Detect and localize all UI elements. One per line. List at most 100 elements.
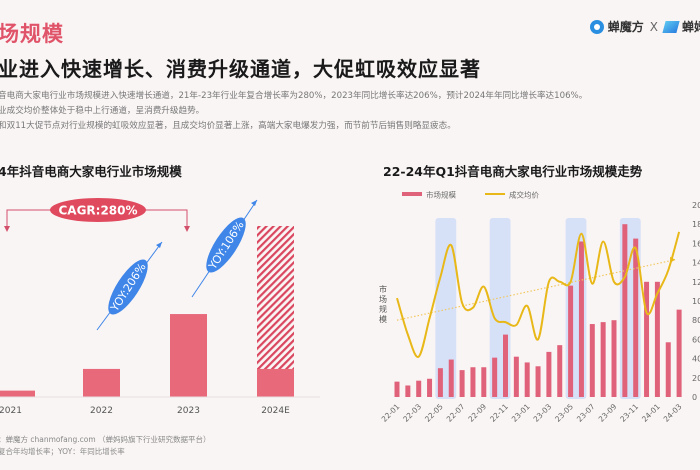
svg-text:YOY:106%: YOY:106%	[206, 219, 247, 273]
y-tick-label: 200	[692, 201, 700, 210]
brand-logos: 蝉魔方 X 蝉妈	[589, 18, 700, 35]
svg-text:CAGR:280%: CAGR:280%	[58, 204, 137, 218]
bar-23-12	[644, 281, 650, 397]
logo-left-text: 蝉魔方	[607, 20, 644, 34]
x-tick-label: 22-09	[466, 402, 488, 424]
bar-22-10	[492, 357, 498, 397]
svg-text:规: 规	[379, 304, 387, 314]
x-tick-label: 22-11	[488, 402, 510, 424]
y-tick-label: 20	[692, 374, 700, 383]
y-tick-label: 0	[692, 393, 697, 402]
bar-23-07	[589, 324, 595, 397]
bar-23-04	[557, 345, 563, 397]
promo-highlight-band	[435, 218, 457, 399]
bullet-2: 业成交均价整体处于稳中上行通道，呈消费升级趋势。	[0, 106, 205, 116]
annual-market-size-chart: 2021 2022 2023 2024E CAGR:280% YOY:206% YOY:10…	[0, 198, 320, 416]
y-tick-label: 180	[692, 220, 700, 229]
monthly-trend-chart: 市场规模 成交均价 0 20 40 60 80 100 120 140 160 180 200 市场规模 2…	[379, 190, 700, 424]
bar-23-06	[578, 241, 584, 397]
x-tick-label: 2023	[177, 406, 200, 416]
bar-22-07	[459, 370, 465, 397]
x-tick-label: 2022	[90, 406, 113, 416]
bar-22-02	[405, 385, 411, 397]
bar-22-05	[437, 368, 443, 397]
bar-24-01	[654, 281, 660, 397]
bar-2021: 2021	[0, 390, 35, 416]
bar-22-09	[481, 367, 487, 397]
x-tick-label: 22-03	[401, 402, 423, 424]
x-tick-label: 23-05	[553, 402, 575, 424]
bar-22-11	[503, 334, 508, 397]
bullet-1: 音电商大家电行业市场规模进入快速增长通道，21年-23年行业年复合增长率为280…	[0, 91, 588, 101]
x-tick-label: 23-03	[532, 402, 554, 424]
bar-2023: 2023	[170, 314, 207, 416]
x-tick-label: 22-07	[445, 402, 467, 424]
bar-23-08	[600, 322, 606, 397]
x-axis: 22-01 22-03 22-05 22-07 22-09 22-11 23-01 23-03…	[380, 402, 684, 424]
x-tick-label: 24-01	[640, 402, 662, 424]
cagr-annotation: CAGR:280%	[4, 198, 190, 232]
x-tick-label: 22-01	[380, 402, 402, 424]
y-tick-label: 100	[692, 297, 700, 306]
footnote: ：蝉魔方 chanmofang.com （蝉妈妈旗下行业研究数据平台） 复合年均…	[0, 434, 211, 458]
chanmofang-logo-icon	[589, 19, 604, 34]
summary-bullets: 音电商大家电行业市场规模进入快速增长通道，21年-23年行业年复合增长率为280…	[0, 89, 587, 134]
logo-right-text: 蝉妈	[681, 20, 700, 34]
logo-separator: X	[649, 19, 658, 34]
y-tick-label: 40	[692, 355, 700, 364]
bar-2022: 2022	[83, 368, 120, 416]
abbr-note: 复合年均增长率；YOY：年同比增长率	[0, 447, 125, 456]
bar-22-04	[427, 378, 433, 397]
y-tick-label: 160	[692, 239, 700, 248]
left-y-axis-label: 市场规模	[379, 284, 387, 324]
bar-22-03	[416, 380, 422, 397]
legend-label-market-size: 市场规模	[426, 190, 456, 200]
chanmama-logo-icon	[662, 20, 680, 33]
bar-22-08	[470, 367, 476, 397]
x-tick-label: 23-11	[618, 402, 640, 424]
legend-bar-swatch	[402, 192, 422, 196]
svg-text:模: 模	[379, 314, 387, 324]
bar-23-03	[546, 351, 552, 397]
x-tick-label: 23-01	[510, 402, 532, 424]
x-tick-label: 23-09	[597, 402, 619, 424]
bar-23-09	[611, 320, 617, 397]
headline: 业进入快速增长、消费升级通道，大促虹吸效应显著	[0, 57, 481, 81]
bullet-3: 和双11大促节点对行业规模的虹吸效应显著，且成交均价显著上涨，高端大家电爆发力强…	[0, 121, 456, 131]
yoy-2024-annotation: YOY:106%	[191, 199, 258, 298]
legend-label-avg-price: 成交均价	[509, 190, 539, 200]
section-title: 场规模	[0, 22, 64, 46]
bar-22-01	[394, 381, 400, 397]
avg-price-line	[396, 231, 681, 358]
market-size-bars	[394, 224, 682, 397]
x-tick-label: 23-07	[575, 402, 597, 424]
bar-24-02	[665, 342, 671, 397]
legend: 市场规模 成交均价	[402, 190, 539, 200]
bar-23-02	[535, 366, 541, 397]
source-note: ：蝉魔方 chanmofang.com （蝉妈妈旗下行业研究数据平台）	[0, 435, 211, 444]
legend-line-swatch	[485, 193, 505, 195]
y-tick-label: 140	[692, 259, 700, 268]
right-chart-title: 22-24年Q1抖音电商大家电行业市场规模走势	[383, 164, 643, 179]
left-chart-title: 4年抖音电商大家电行业市场规模	[0, 164, 182, 179]
bar-23-10	[622, 224, 628, 397]
svg-text:场: 场	[379, 295, 387, 304]
yoy-2023-annotation: YOY:206%	[96, 241, 163, 331]
bar-24-03	[676, 309, 682, 397]
y-tick-label: 120	[692, 278, 700, 287]
svg-text:YOY:206%: YOY:206%	[108, 261, 149, 315]
bar-23-01	[524, 362, 530, 397]
bar-22-12	[513, 356, 519, 397]
x-tick-label: 24-03	[662, 402, 684, 424]
bar-2024E: 2024E	[257, 226, 294, 416]
x-tick-label: 2021	[0, 406, 22, 416]
x-tick-label: 22-05	[423, 402, 445, 424]
bar-23-11	[633, 238, 639, 397]
y-tick-label: 80	[692, 316, 700, 325]
right-y-axis: 0 20 40 60 80 100 120 140 160 180 200	[692, 201, 700, 402]
svg-text:市: 市	[379, 284, 387, 294]
bar-23-05	[568, 285, 574, 397]
bar-22-06	[448, 359, 454, 397]
x-tick-label: 2024E	[261, 406, 290, 416]
